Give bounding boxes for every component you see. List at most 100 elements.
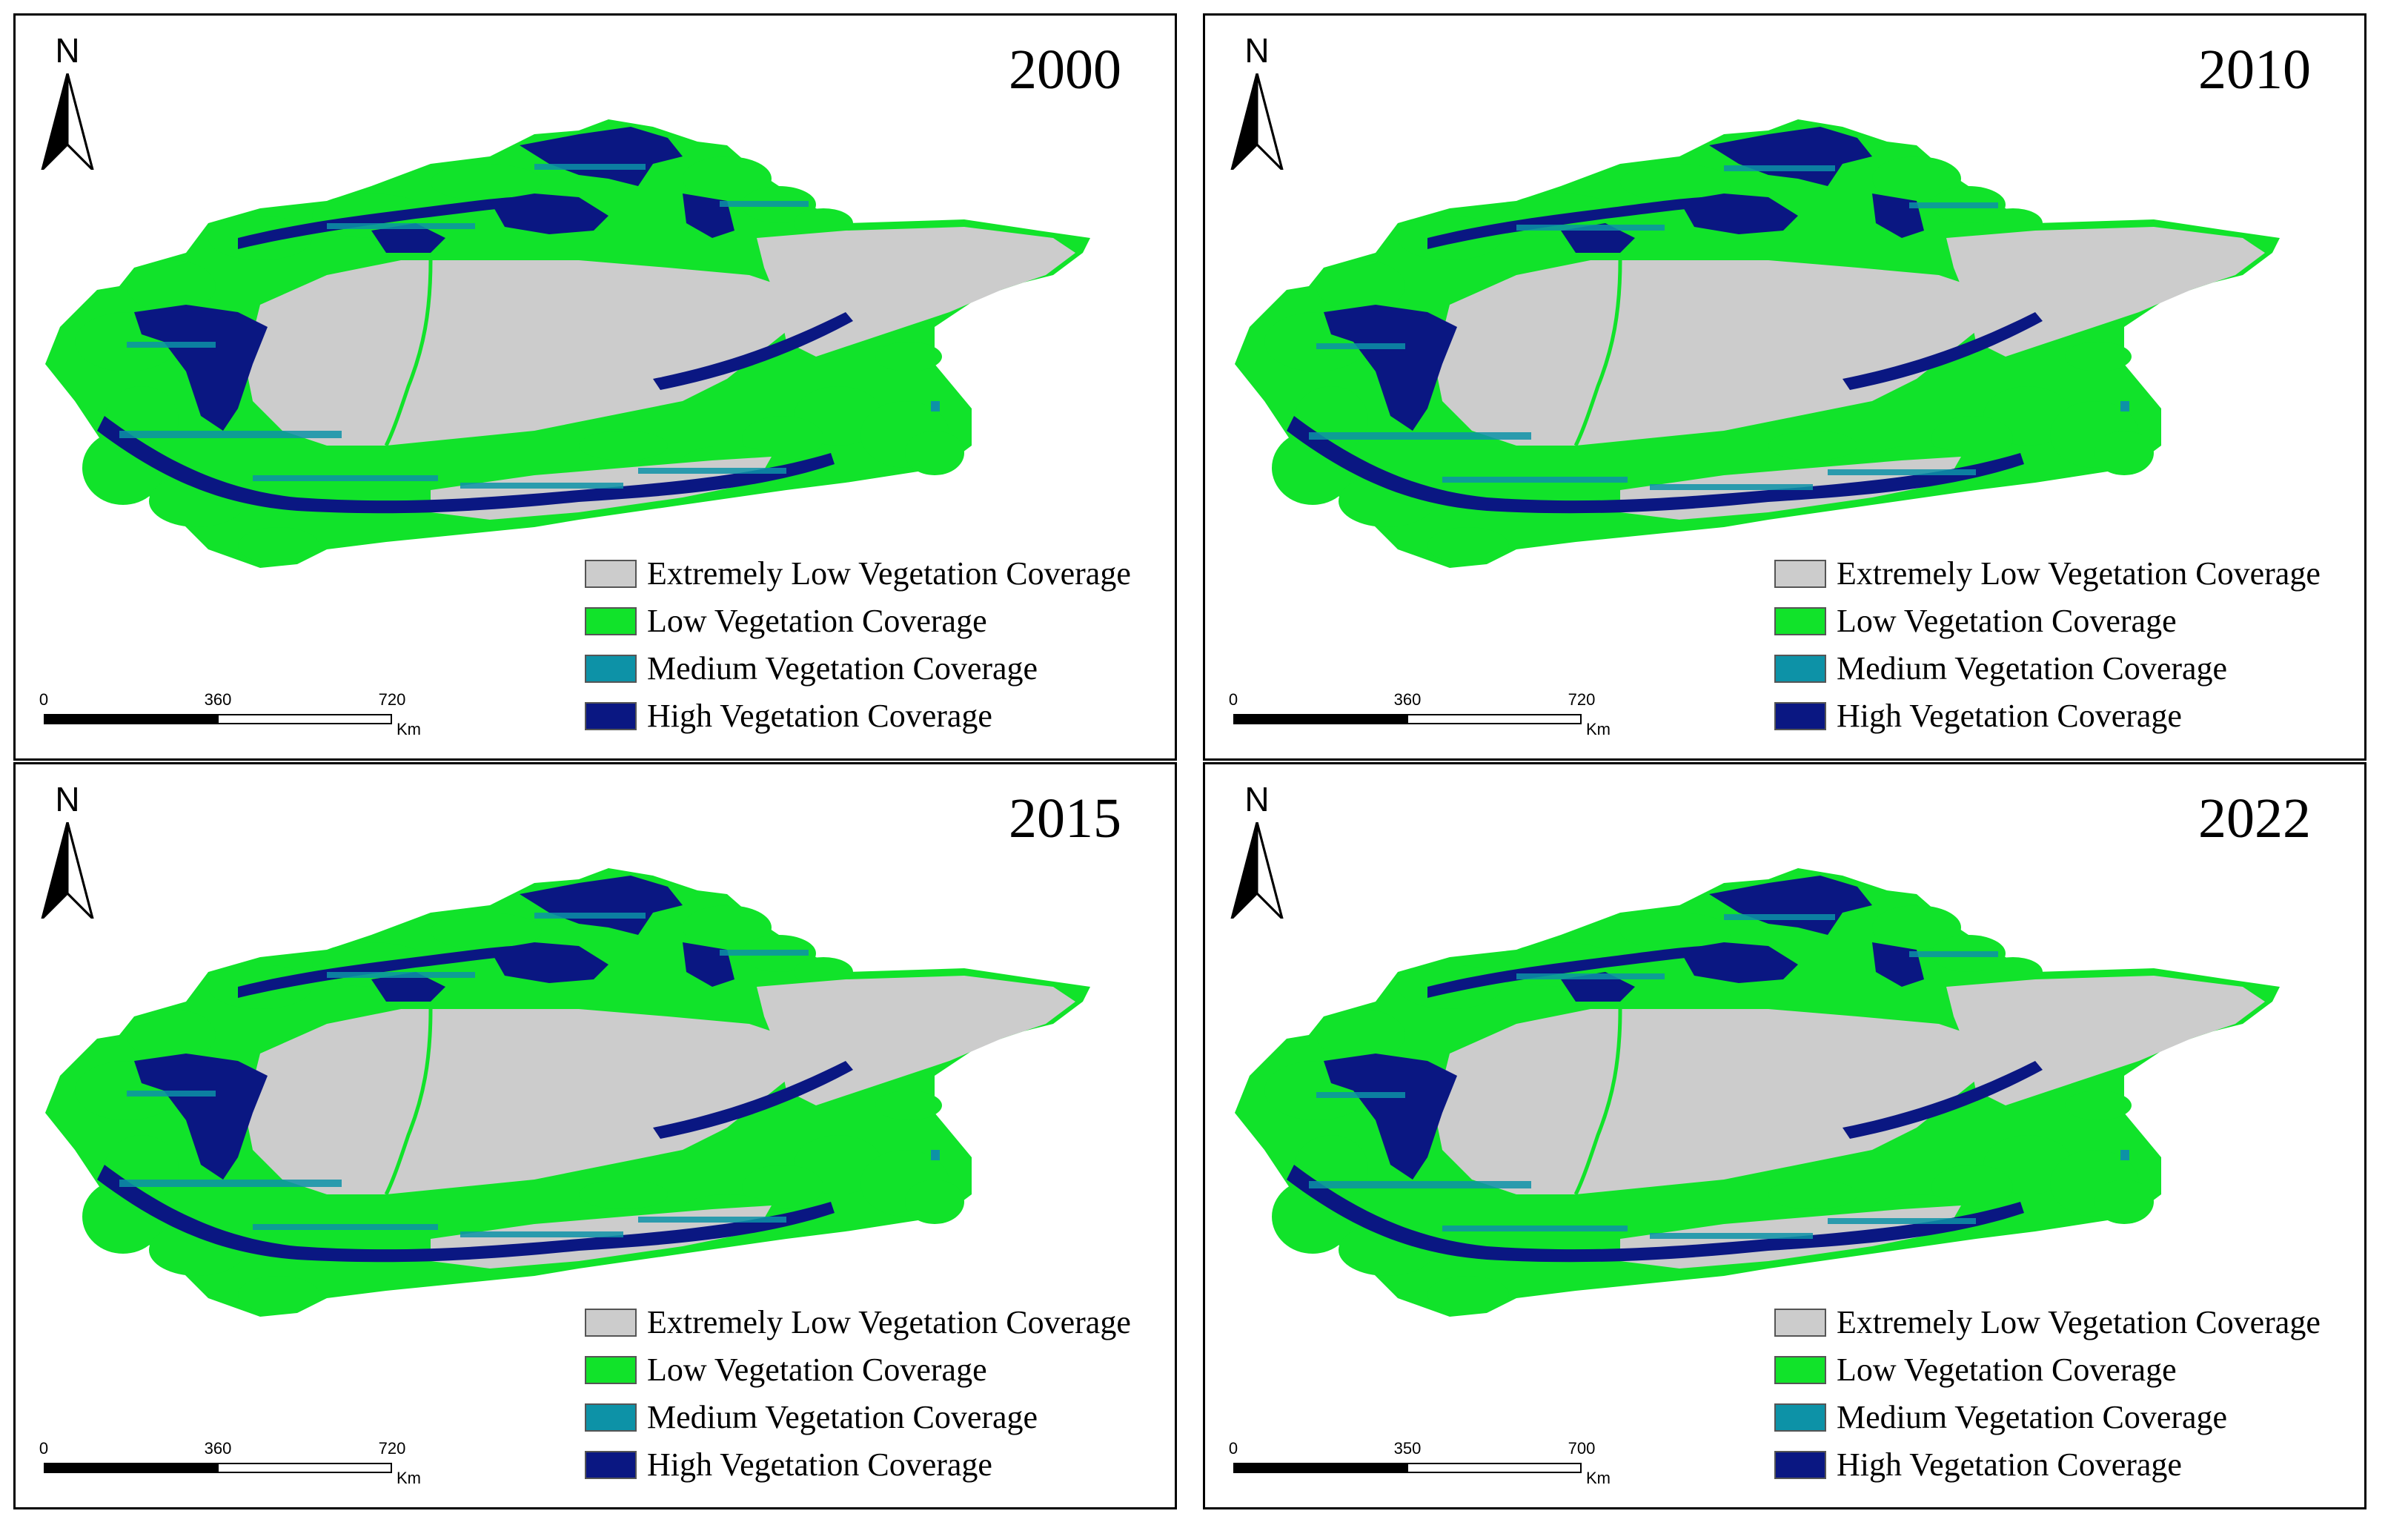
- high-coverage-area: [1324, 305, 1457, 431]
- legend-swatch: [1774, 1309, 1826, 1337]
- map-year-label: 2022: [2198, 787, 2311, 850]
- low-coverage-patch: [1427, 1276, 1509, 1313]
- scale-segment-black: [44, 714, 219, 724]
- legend-label: Extremely Low Vegetation Coverage: [647, 1304, 1131, 1340]
- vegetation-coverage-map: [45, 119, 1090, 568]
- map-year-label: 2015: [1009, 787, 1121, 850]
- medium-coverage-streak: [1724, 165, 1835, 171]
- low-coverage-patch: [1872, 905, 1961, 950]
- low-coverage-patch: [794, 957, 853, 987]
- medium-coverage-streak: [119, 1180, 342, 1187]
- medium-coverage-streak: [1442, 1226, 1628, 1231]
- scale-segment-white: [1407, 1463, 1582, 1473]
- low-coverage-patch: [742, 1165, 823, 1209]
- scale-bar: 0 350 700 Km: [1229, 1439, 1619, 1491]
- high-coverage-area: [371, 223, 445, 253]
- scale-tick-label: 0: [39, 690, 49, 709]
- medium-coverage-streak: [1828, 1218, 1976, 1224]
- legend-swatch: [1774, 607, 1826, 635]
- north-arrow: N: [1227, 779, 1287, 920]
- low-coverage-patch: [431, 913, 542, 950]
- study-region-map: [1235, 119, 2280, 568]
- legend-label: Medium Vegetation Coverage: [647, 1399, 1038, 1435]
- medium-coverage-streak: [720, 950, 809, 956]
- map-year-label: 2000: [1009, 39, 1121, 101]
- medium-coverage-streak: [1442, 477, 1628, 483]
- scale-unit-label: Km: [397, 720, 421, 738]
- medium-coverage-streak: [1909, 951, 1998, 957]
- low-coverage-patch: [1316, 260, 1405, 312]
- medium-coverage-spot: [2120, 1150, 2129, 1160]
- scale-tick-label: 360: [204, 1439, 232, 1458]
- medium-coverage-streak: [534, 913, 646, 919]
- scale-segment-white: [217, 714, 392, 724]
- medium-coverage-streak: [127, 1091, 216, 1097]
- north-label: N: [55, 780, 80, 818]
- low-coverage-patch: [1983, 208, 2043, 238]
- legend-label: High Vegetation Coverage: [1837, 698, 2182, 734]
- medium-coverage-streak: [1828, 469, 1976, 475]
- eastern-oasis-band: [653, 1061, 853, 1139]
- medium-coverage-streak: [460, 1231, 623, 1237]
- legend-swatch: [585, 1309, 637, 1337]
- low-coverage-patch: [1316, 1009, 1405, 1061]
- north-label: N: [55, 31, 80, 70]
- vegetation-coverage-map: [1235, 868, 2280, 1317]
- legend-label: Medium Vegetation Coverage: [1837, 650, 2228, 687]
- central-desert-basin: [1435, 260, 1991, 446]
- legend-label: Low Vegetation Coverage: [647, 1352, 987, 1388]
- low-coverage-patch: [1983, 957, 2043, 987]
- low-coverage-patch: [905, 1180, 964, 1224]
- legend-label: High Vegetation Coverage: [647, 698, 992, 734]
- medium-coverage-streak: [327, 972, 475, 978]
- north-arrow-icon: [41, 822, 94, 919]
- medium-coverage-streak: [720, 201, 809, 207]
- scale-tick-label: 720: [1568, 690, 1596, 709]
- low-coverage-patch: [1620, 913, 1731, 950]
- north-label: N: [1244, 780, 1270, 818]
- northern-mountain-high-coverage: [238, 196, 564, 249]
- scale-tick-label: 720: [378, 1439, 406, 1458]
- low-coverage-patch: [1931, 1165, 2013, 1209]
- north-arrow: N: [1227, 30, 1287, 171]
- southern-mountain-high-coverage: [97, 416, 835, 514]
- low-coverage-patch: [579, 1180, 668, 1209]
- medium-coverage-spot: [931, 401, 940, 411]
- medium-coverage-streak: [127, 342, 216, 348]
- map-panel-2010: 2010 N Extremely Low Vegetation Coverage Lo…: [1203, 13, 2366, 761]
- high-coverage-area: [134, 1054, 268, 1180]
- medium-coverage-spot: [931, 1150, 940, 1160]
- low-coverage-patch: [127, 260, 216, 312]
- scale-unit-label: Km: [1586, 720, 1611, 738]
- high-coverage-area: [520, 127, 683, 186]
- legend-swatch: [585, 1403, 637, 1432]
- north-arrow: N: [38, 779, 97, 920]
- north-arrow: N: [38, 30, 97, 171]
- scale-tick-label: 700: [1568, 1439, 1596, 1458]
- low-coverage-patch: [431, 164, 542, 201]
- medium-coverage-streak: [1909, 202, 1998, 208]
- low-coverage-patch: [875, 1091, 942, 1120]
- central-desert-basin: [245, 1009, 801, 1194]
- scale-segment-white: [217, 1463, 392, 1473]
- river-oasis-line: [1573, 259, 1622, 447]
- legend-label: Low Vegetation Coverage: [647, 603, 987, 639]
- legend-swatch: [585, 1356, 637, 1384]
- map-year-label: 2010: [2198, 39, 2311, 101]
- north-arrow-icon: [1230, 73, 1284, 170]
- vegetation-coverage-map: [1235, 119, 2280, 568]
- high-coverage-area: [1679, 194, 1798, 234]
- medium-coverage-streak: [253, 475, 438, 481]
- legend-label: Medium Vegetation Coverage: [647, 650, 1038, 687]
- medium-coverage-streak: [119, 431, 342, 438]
- scale-unit-label: Km: [397, 1469, 421, 1487]
- low-coverage-patch: [683, 156, 772, 201]
- legend-swatch: [1774, 702, 1826, 730]
- legend-swatch: [585, 1451, 637, 1479]
- medium-coverage-streak: [1650, 484, 1813, 490]
- legend-swatch: [585, 655, 637, 683]
- scale-tick-label: 350: [1393, 1439, 1422, 1458]
- legend-label: Low Vegetation Coverage: [1837, 1352, 2177, 1388]
- legend-swatch: [1774, 560, 1826, 588]
- scale-bar: 0 360 720 Km: [1229, 690, 1619, 742]
